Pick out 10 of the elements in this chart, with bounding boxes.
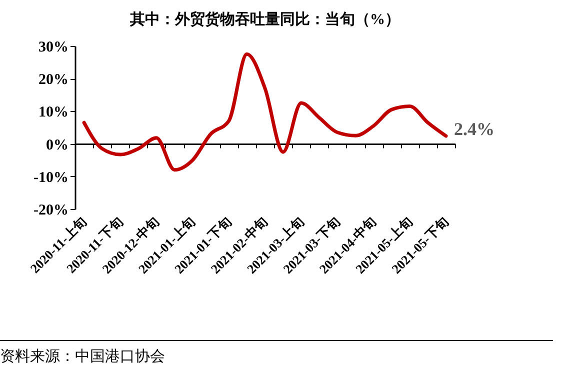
y-tick-label: 20% <box>38 72 68 88</box>
y-tick-label: 0% <box>46 137 68 154</box>
chart-title: 其中：外贸货物吞吐量同比：当旬（%） <box>129 11 400 28</box>
y-tick-label: -10% <box>34 170 68 186</box>
data-label: 2.4% <box>454 118 494 139</box>
y-tick-label: 30% <box>38 40 68 56</box>
text: 资料来源：中国港口协会 <box>0 340 553 366</box>
y-tick-label: 10% <box>38 104 68 121</box>
y-tick-label: -20% <box>34 202 68 218</box>
line-series <box>82 52 448 172</box>
